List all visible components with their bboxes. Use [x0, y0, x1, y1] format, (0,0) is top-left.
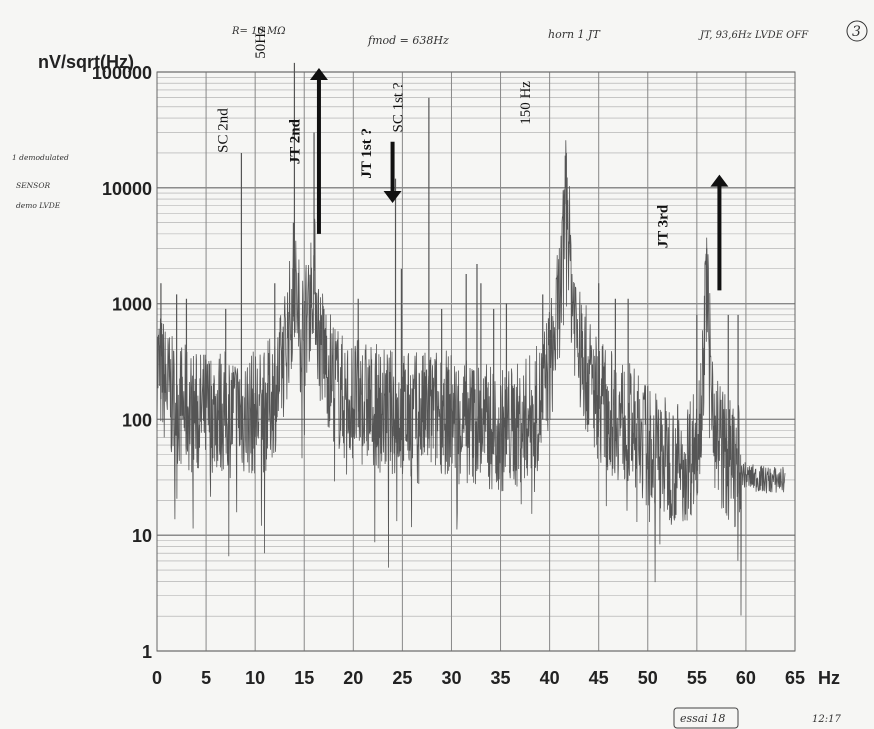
x-tick-label: 5: [201, 668, 211, 688]
x-tick-label: 15: [294, 668, 314, 688]
x-tick-label: 25: [392, 668, 412, 688]
x-tick-label: 40: [540, 668, 560, 688]
x-tick-label: 10: [245, 668, 265, 688]
handwritten-time: 12:17: [812, 714, 841, 725]
y-tick-label: 10: [132, 526, 152, 546]
x-tick-label: 65: [785, 668, 805, 688]
handwritten-side-1: 1 demodulated: [12, 153, 69, 162]
handwritten-jt-note: JT, 93,6Hz LVDE OFF: [698, 30, 809, 41]
x-tick-label: 35: [491, 668, 511, 688]
x-tick-label: 20: [343, 668, 363, 688]
x-tick-label: 45: [589, 668, 609, 688]
handwritten-side-2: SENSOR: [16, 181, 50, 190]
y-tick-label: 1: [142, 642, 152, 662]
essai-box: [673, 707, 739, 729]
noise-floor-trace: [156, 140, 786, 616]
arrow-head: [309, 68, 328, 80]
handwritten-horn: horn 1 JT: [548, 28, 601, 41]
y-tick-label: 100000: [92, 63, 152, 83]
arrow-head: [383, 191, 402, 204]
peak-annotation: JT 2nd: [287, 118, 303, 164]
annotations: SC 2nd 50Hz JT 2nd JT 1st ? SC 1st ? 150 Hz JT…: [216, 26, 729, 291]
arrow-head: [710, 174, 729, 187]
x-tick-label: 30: [441, 668, 461, 688]
spectrum-trace: [156, 62, 786, 616]
handwritten-page-number: 3: [852, 24, 861, 40]
plot-frame: [156, 71, 796, 652]
y-axis-label: nV/sqrt(Hz): [38, 52, 134, 72]
handwritten-essai: essai 18: [680, 712, 725, 725]
peak-annotation: SC 1st ?: [390, 82, 406, 132]
handwritten-side-3: demo LVDE: [16, 201, 61, 210]
x-tick-label: 0: [152, 668, 162, 688]
peak-annotation: 150 Hz: [518, 81, 534, 125]
axes: 0 5 10 15 20 25 30 35 40 45 50 55 60 65 1 10 100 1000 1000…: [92, 63, 805, 688]
peak-annotation: SC 2nd: [216, 108, 232, 153]
x-axis-unit: Hz: [818, 668, 840, 688]
page-number-circle: [846, 20, 868, 42]
peak-annotation: 50Hz: [253, 26, 269, 59]
grid-lines: [156, 71, 796, 652]
peak-annotation: JT 3rd: [655, 204, 671, 248]
y-tick-label: 1000: [112, 295, 152, 315]
y-tick-label: 100: [122, 410, 152, 430]
x-tick-label: 60: [736, 668, 756, 688]
x-tick-label: 55: [687, 668, 707, 688]
handwritten-resistance: R= 10 MΩ: [231, 26, 286, 37]
peak-annotation: JT 1st ?: [359, 128, 375, 179]
y-tick-label: 10000: [102, 179, 152, 199]
x-tick-label: 50: [638, 668, 658, 688]
handwritten-fmod: fmod = 638Hz: [367, 34, 449, 47]
